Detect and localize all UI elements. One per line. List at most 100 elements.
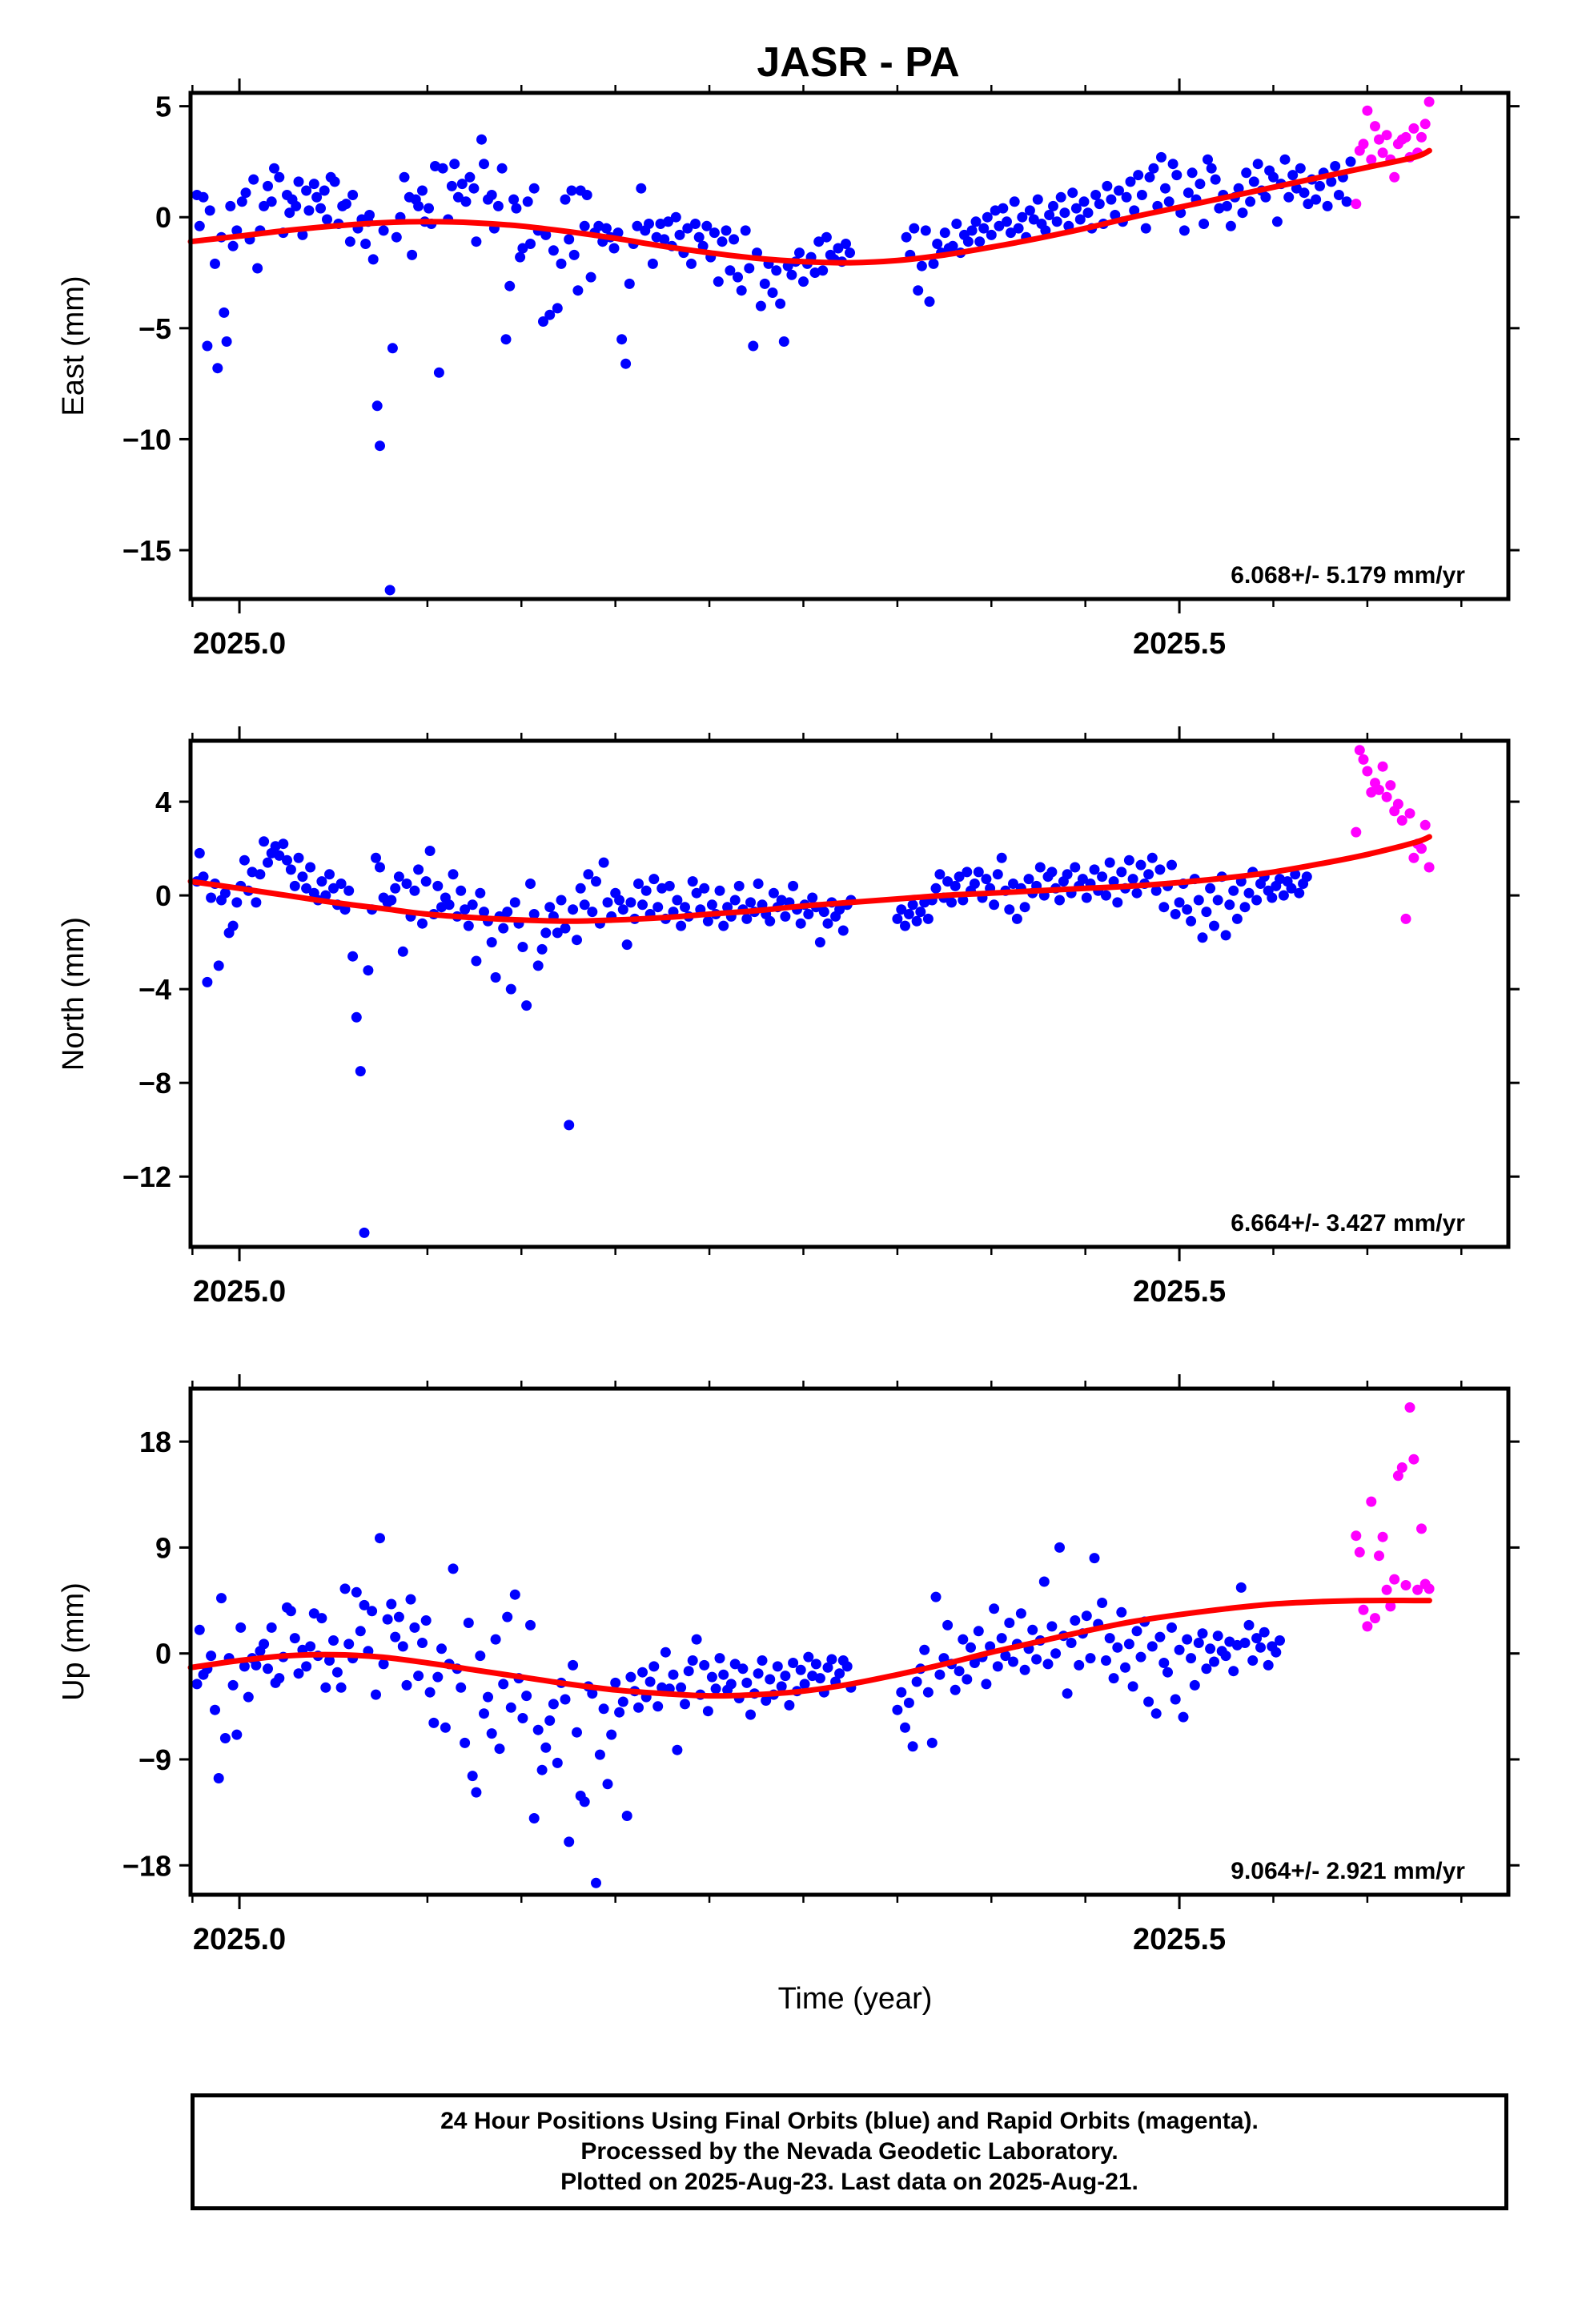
north-final-point bbox=[1251, 895, 1263, 906]
up-final-point bbox=[814, 1673, 825, 1684]
east-final-point bbox=[962, 236, 974, 247]
up-final-point bbox=[378, 1659, 389, 1670]
up-final-point bbox=[1239, 1638, 1251, 1648]
north-final-point bbox=[259, 836, 270, 847]
east-final-point bbox=[966, 225, 978, 236]
east-final-point bbox=[909, 223, 920, 234]
up-final-point bbox=[568, 1659, 579, 1671]
east-final-point bbox=[525, 239, 536, 249]
chart-title: JASR - PA bbox=[757, 39, 959, 86]
east-final-point bbox=[1241, 167, 1252, 179]
east-final-point bbox=[1252, 159, 1263, 170]
north-final-point bbox=[355, 1066, 366, 1077]
north-final-point bbox=[706, 899, 717, 911]
east-final-point bbox=[252, 263, 263, 274]
north-final-point bbox=[575, 883, 586, 894]
up-final-point bbox=[1255, 1642, 1266, 1653]
east-final-point bbox=[798, 276, 809, 287]
up-final-point bbox=[1228, 1666, 1239, 1677]
north-final-point bbox=[409, 885, 420, 896]
up-final-point bbox=[826, 1654, 837, 1665]
up-final-point bbox=[505, 1702, 516, 1713]
north-final-point bbox=[194, 847, 205, 858]
north-final-point bbox=[911, 915, 922, 927]
up-final-point bbox=[440, 1722, 451, 1733]
north-final-point bbox=[1201, 907, 1212, 918]
north-final-point bbox=[837, 925, 849, 936]
up-final-point bbox=[494, 1743, 505, 1755]
up-final-point bbox=[219, 1733, 231, 1743]
north-final-point bbox=[363, 965, 374, 976]
up-final-point bbox=[1150, 1708, 1162, 1719]
up-final-point bbox=[448, 1563, 459, 1574]
up-final-point bbox=[235, 1622, 247, 1633]
east-final-point bbox=[1017, 211, 1028, 223]
east-final-point bbox=[1271, 216, 1283, 227]
north-final-point bbox=[1112, 897, 1123, 908]
up-xtick-label: 2025.0 bbox=[193, 1923, 286, 1956]
up-final-point bbox=[532, 1724, 544, 1735]
east-final-point bbox=[460, 196, 472, 207]
up-rapid-point bbox=[1377, 1531, 1388, 1542]
east-final-point bbox=[1322, 200, 1333, 211]
east-final-point bbox=[315, 203, 326, 214]
up-final-point bbox=[795, 1664, 806, 1675]
east-final-point bbox=[585, 271, 596, 283]
east-final-point bbox=[947, 240, 958, 251]
east-final-point bbox=[301, 185, 312, 196]
up-final-point bbox=[1182, 1634, 1193, 1645]
east-final-point bbox=[522, 196, 533, 207]
east-final-point bbox=[771, 265, 782, 276]
north-final-point bbox=[517, 942, 528, 952]
east-final-point bbox=[204, 205, 215, 216]
east-final-point bbox=[221, 336, 232, 347]
up-final-point bbox=[490, 1634, 501, 1645]
north-final-point bbox=[460, 904, 471, 915]
up-final-point bbox=[672, 1744, 683, 1755]
east-final-point bbox=[1055, 191, 1066, 203]
east-final-point bbox=[974, 236, 986, 247]
north-final-point bbox=[579, 899, 590, 911]
up-final-point bbox=[463, 1618, 474, 1628]
north-rapid-point bbox=[1396, 815, 1407, 826]
east-final-point bbox=[1295, 163, 1306, 174]
north-final-point bbox=[386, 895, 397, 906]
east-final-point bbox=[329, 176, 340, 187]
east-final-point bbox=[1245, 196, 1256, 207]
up-final-point bbox=[1154, 1631, 1166, 1642]
up-final-point bbox=[293, 1668, 304, 1679]
east-ytick-label: −10 bbox=[122, 423, 171, 456]
east-final-point bbox=[1051, 216, 1062, 227]
east-final-point bbox=[511, 203, 522, 214]
up-final-point bbox=[745, 1709, 756, 1720]
east-final-point bbox=[468, 183, 480, 194]
up-final-point bbox=[560, 1694, 571, 1705]
east-final-point bbox=[1156, 151, 1166, 163]
east-final-point bbox=[717, 236, 728, 247]
up-final-point bbox=[1008, 1656, 1018, 1667]
east-rate-label: 6.068+/- 5.179 mm/yr bbox=[1231, 562, 1465, 589]
east-final-point bbox=[1315, 180, 1325, 191]
up-final-point bbox=[981, 1679, 992, 1690]
north-final-point bbox=[475, 887, 486, 899]
up-final-point bbox=[1143, 1696, 1154, 1707]
east-axis-label: East (mm) bbox=[57, 275, 90, 416]
north-final-point bbox=[1209, 920, 1219, 931]
up-rapid-point bbox=[1385, 1601, 1396, 1612]
up-frame bbox=[188, 1386, 1511, 1897]
north-ytick-label: −12 bbox=[122, 1160, 171, 1193]
north-final-point bbox=[1278, 890, 1289, 901]
north-final-point bbox=[1123, 854, 1134, 866]
north-final-point bbox=[591, 876, 601, 887]
up-final-point bbox=[483, 1691, 493, 1703]
north-final-point bbox=[397, 946, 408, 957]
north-rapid-point bbox=[1408, 852, 1419, 863]
east-final-point bbox=[693, 231, 705, 243]
north-rapid-point bbox=[1400, 913, 1411, 924]
north-final-point bbox=[1008, 879, 1018, 889]
east-final-point bbox=[608, 243, 620, 254]
up-final-point bbox=[405, 1594, 416, 1605]
north-final-point bbox=[502, 907, 513, 918]
east-final-point bbox=[1283, 191, 1295, 203]
up-final-point bbox=[324, 1655, 335, 1666]
